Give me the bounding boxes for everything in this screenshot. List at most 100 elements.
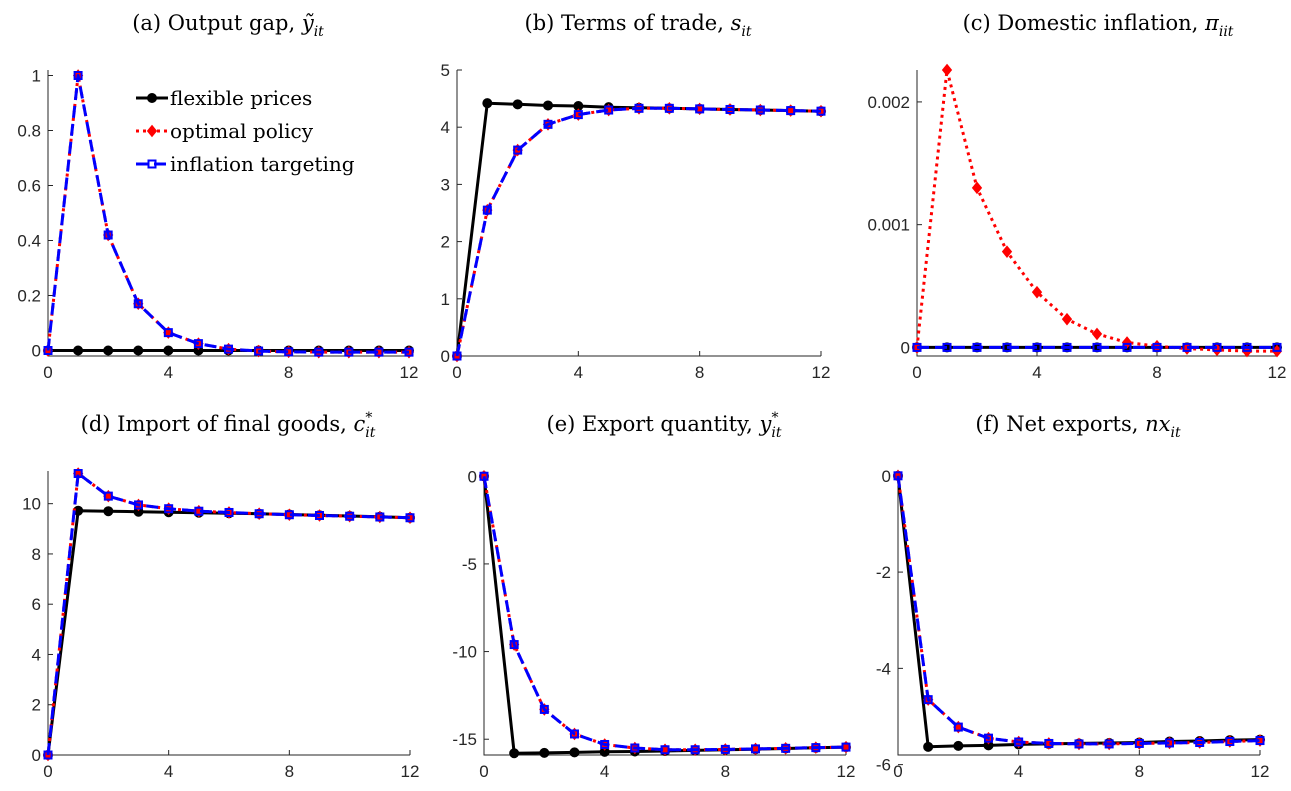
- panel-d-series-inflation-targeting-line: [46, 472, 411, 756]
- panel-a-series-inflation-targeting: [43, 71, 414, 357]
- panel-e-xtick-label: 4: [600, 762, 609, 781]
- panel-b-series-inflation-targeting-point: [604, 105, 614, 115]
- panel-e: (e) Export quantity, yit* 0 4 8 12 0 -5 -10 -15: [452, 410, 855, 781]
- panel-e-series-inflation-targeting-point: [720, 744, 730, 754]
- panel-f-xtick-label: 12: [1251, 762, 1270, 781]
- panel-c-series-inflation-targeting-point: [912, 342, 922, 352]
- panel-d-series-flexible-prices-point: [103, 506, 114, 517]
- panel-e-ytick-label: -5: [462, 555, 477, 574]
- legend-swatch-marker: [147, 159, 157, 169]
- panel-c-xtick-label: 12: [1268, 363, 1287, 382]
- panel-d-series-inflation-targeting-point: [345, 511, 355, 521]
- panel-f-series-optimal-policy-line: [896, 475, 1261, 746]
- panel-e-series-optimal-policy: [478, 469, 852, 757]
- panel-f-series-inflation-targeting-point: [1195, 737, 1205, 747]
- panel-f-series-inflation-targeting-point: [1225, 737, 1235, 747]
- panel-c-ytick-label: 0: [901, 338, 910, 357]
- panel-d-series-flexible-prices: [43, 505, 415, 760]
- panel-a: (a) Output gap, ỹit 0 4 8 12 0 0.2 0.4 0.6 0.8 1 fl…: [17, 11, 418, 382]
- legend-label: flexible prices: [170, 86, 312, 110]
- panel-c-xtick-label: 4: [1032, 363, 1041, 382]
- panel-c: (c) Domestic inflation, πiit 0 4 8 12 0 0.001 0…: [867, 11, 1286, 382]
- panel-e-series-inflation-targeting-point: [600, 739, 610, 749]
- panel-b-series-flexible-prices-point: [543, 100, 553, 111]
- panel-c-series-inflation-targeting-point: [942, 342, 952, 352]
- panel-e-ytick-label: 0: [468, 467, 477, 486]
- panel-d-ytick-label: 10: [22, 495, 41, 514]
- panel-e-xtick-label: 0: [479, 762, 488, 781]
- panel-f-series-flexible-prices-point: [923, 741, 934, 752]
- panel-b-title: (b) Terms of trade, sit: [525, 11, 752, 40]
- panel-c-series-inflation-targeting-point: [1032, 342, 1042, 352]
- panel-b-series-inflation-targeting-point: [513, 145, 523, 155]
- panel-a-series-inflation-targeting-point: [103, 230, 113, 240]
- panel-d-series-inflation-targeting-point: [315, 510, 324, 520]
- panel-c-series-inflation-targeting: [912, 342, 1282, 352]
- legend-swatch-marker: [146, 124, 158, 138]
- panel-b-xtick-label: 0: [452, 363, 461, 382]
- panel-e-series-inflation-targeting-point: [690, 745, 700, 755]
- panel-f-ytick-label: -6: [876, 756, 891, 775]
- panel-d-xtick-label: 4: [164, 762, 173, 781]
- panel-c-xtick-label: 8: [1152, 363, 1161, 382]
- panel-a-xtick-label: 12: [400, 363, 419, 382]
- panel-f-series-inflation-targeting-point: [923, 695, 933, 705]
- panel-d-series-inflation-targeting-point: [405, 513, 415, 523]
- panel-b-series-inflation-targeting-point: [664, 103, 674, 113]
- panel-d-series-inflation-targeting-point: [43, 750, 53, 760]
- panel-c-series-inflation-targeting-point: [1152, 342, 1162, 352]
- panel-d-series-inflation-targeting-point: [254, 509, 264, 519]
- panel-f-series-flexible-prices-point: [953, 740, 964, 751]
- panel-b-series-inflation-targeting-point: [695, 104, 705, 114]
- panel-a-ytick-label: 0.8: [17, 122, 41, 141]
- panel-b-series-inflation-targeting-point: [573, 110, 583, 120]
- panel-a-xtick-label: 4: [164, 363, 173, 382]
- panel-d-ytick-label: 0: [32, 746, 41, 765]
- panel-e-ytick-label: -10: [452, 643, 477, 662]
- panel-c-series-inflation-targeting-point: [1062, 342, 1072, 352]
- panel-e-xtick-label: 8: [721, 762, 730, 781]
- panel-a-axes: [47, 70, 409, 357]
- panel-c-series-optimal-policy-point: [1031, 285, 1043, 299]
- panel-c-ytick-label: 0.001: [867, 216, 910, 235]
- panel-f-xtick-label: 4: [1014, 762, 1023, 781]
- panel-b-series-inflation-targeting-point: [482, 205, 492, 215]
- panel-a-ytick-label: 0.4: [17, 232, 41, 251]
- panel-c-series-inflation-targeting-point: [1272, 342, 1282, 352]
- panel-e-series-inflation-targeting-point: [781, 743, 791, 753]
- panel-a-xtick-label: 0: [43, 363, 52, 382]
- panel-f-series-inflation-targeting-point: [1134, 738, 1144, 748]
- panel-e-series-inflation-targeting-point: [660, 745, 670, 755]
- panel-d-series-inflation-targeting-point: [134, 500, 143, 510]
- panel-a-title: (a) Output gap, ỹit: [132, 11, 324, 40]
- panel-a-ytick-label: 0.2: [17, 287, 41, 306]
- panel-c-title: (c) Domestic inflation, πiit: [963, 11, 1234, 40]
- panel-b-series-flexible-prices-point: [512, 99, 523, 110]
- panel-a-series-inflation-targeting-point: [254, 346, 264, 356]
- panel-a-series-inflation-targeting-point: [43, 346, 53, 355]
- panel-e-series-flexible-prices-point: [569, 747, 580, 758]
- panel-a-series-inflation-targeting-point: [404, 347, 414, 357]
- panel-a-series-inflation-targeting-point: [284, 347, 294, 357]
- panel-d-series-inflation-targeting-point: [224, 507, 234, 517]
- panel-f-ytick-label: 0: [882, 467, 891, 486]
- panel-f-series-inflation-targeting-point: [984, 733, 993, 743]
- panel-d-ytick-label: 8: [32, 545, 41, 564]
- panel-f-series-inflation-targeting-point: [1044, 738, 1054, 748]
- panel-b-series-optimal-policy: [451, 102, 827, 363]
- panel-e-ytick-label: -15: [452, 730, 477, 749]
- panel-a-series-inflation-targeting-point: [344, 347, 354, 357]
- panel-b-series-inflation-targeting-point: [786, 106, 796, 116]
- panel-e-xtick-label: 12: [837, 762, 856, 781]
- panel-f-series-inflation-targeting: [893, 471, 1265, 749]
- panel-d-series-inflation-targeting: [43, 469, 415, 760]
- panel-e-series-flexible-prices-line: [482, 476, 847, 755]
- panel-f-title: (f) Net exports, nxit: [975, 412, 1181, 441]
- panel-d-ytick-label: 4: [32, 645, 41, 664]
- panel-e-series-flexible-prices-point: [509, 748, 520, 759]
- panel-e-series-inflation-targeting-point: [570, 729, 579, 739]
- panel-c-xtick-label: 0: [912, 363, 921, 382]
- panel-d-xtick-label: 12: [401, 762, 420, 781]
- panel-d-xtick-label: 0: [43, 762, 52, 781]
